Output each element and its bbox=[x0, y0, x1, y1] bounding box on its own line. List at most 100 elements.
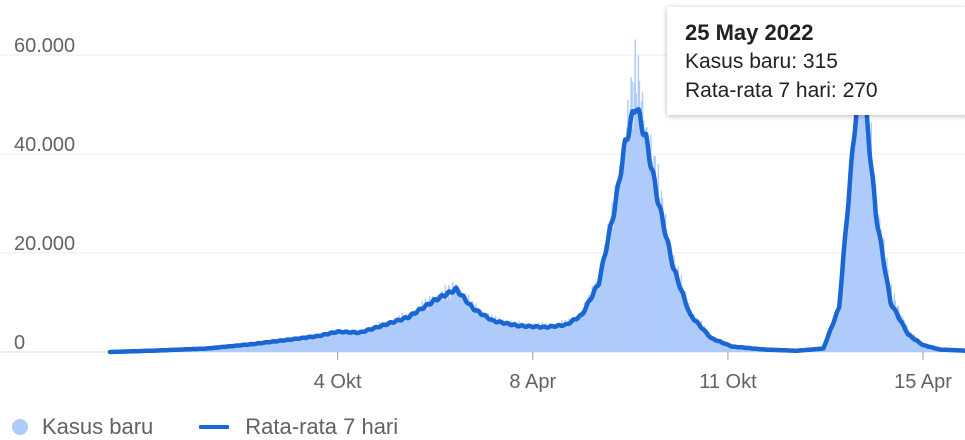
daily-case-bar bbox=[668, 238, 670, 352]
x-tick-label: 15 Apr bbox=[894, 371, 952, 393]
daily-case-bar bbox=[525, 323, 527, 352]
y-tick-label: 0 bbox=[14, 332, 25, 354]
daily-case-bar bbox=[503, 322, 505, 352]
daily-case-bar bbox=[358, 329, 361, 352]
daily-case-bar bbox=[840, 281, 842, 352]
daily-case-bar bbox=[828, 332, 831, 352]
daily-case-bar bbox=[390, 321, 392, 352]
daily-case-bar bbox=[279, 341, 282, 352]
daily-case-bar bbox=[609, 246, 611, 352]
daily-case-bar bbox=[228, 345, 230, 352]
daily-case-bar bbox=[906, 325, 908, 352]
daily-case-bar bbox=[915, 340, 918, 352]
daily-case-bar bbox=[403, 321, 406, 352]
daily-case-bar bbox=[566, 327, 568, 352]
daily-case-bar bbox=[625, 148, 627, 352]
daily-case-bar bbox=[290, 340, 292, 352]
daily-case-bar bbox=[462, 298, 464, 352]
daily-case-bar bbox=[697, 319, 699, 352]
daily-case-bar bbox=[496, 323, 498, 352]
daily-case-bar bbox=[456, 285, 458, 352]
daily-case-bar bbox=[442, 300, 444, 352]
daily-case-bar bbox=[467, 294, 470, 352]
daily-case-bar bbox=[602, 268, 604, 352]
daily-case-bar bbox=[435, 298, 437, 352]
daily-case-bar bbox=[487, 313, 490, 352]
daily-case-bar bbox=[367, 328, 369, 352]
daily-case-bar bbox=[324, 333, 326, 352]
daily-case-bar bbox=[593, 294, 596, 352]
daily-case-bar bbox=[306, 337, 308, 352]
daily-case-bar bbox=[488, 319, 491, 352]
daily-case-bar bbox=[716, 338, 718, 352]
daily-case-bar bbox=[294, 339, 297, 352]
daily-case-bar bbox=[631, 81, 633, 352]
daily-case-bar bbox=[543, 329, 545, 352]
daily-case-bar bbox=[432, 295, 434, 352]
daily-case-bar bbox=[498, 317, 500, 352]
daily-case-bar bbox=[522, 323, 524, 352]
daily-case-bar bbox=[903, 320, 905, 352]
daily-case-bar bbox=[591, 285, 593, 352]
daily-case-bar bbox=[596, 284, 599, 352]
daily-case-bar bbox=[406, 319, 409, 352]
daily-case-bar bbox=[647, 134, 649, 352]
daily-case-bar bbox=[869, 148, 871, 352]
daily-case-bar bbox=[526, 325, 528, 352]
daily-case-bar bbox=[258, 341, 261, 352]
daily-case-bar bbox=[546, 327, 548, 352]
daily-case-bar bbox=[340, 332, 343, 352]
daily-case-bar bbox=[651, 161, 653, 352]
daily-case-bar bbox=[242, 343, 244, 352]
daily-case-bar bbox=[927, 345, 929, 352]
daily-case-bar bbox=[224, 346, 226, 352]
daily-case-bar bbox=[845, 244, 847, 352]
daily-case-bar bbox=[407, 316, 410, 352]
daily-case-bar bbox=[478, 309, 480, 352]
daily-case-bar bbox=[550, 326, 553, 352]
daily-case-bar bbox=[908, 334, 910, 352]
daily-case-bar bbox=[299, 338, 302, 352]
daily-case-bar bbox=[484, 314, 486, 352]
daily-case-bar bbox=[884, 260, 886, 352]
daily-case-bar bbox=[715, 338, 717, 352]
daily-case-bar bbox=[283, 341, 285, 352]
daily-case-bar bbox=[237, 344, 240, 352]
daily-case-bar bbox=[670, 245, 672, 352]
daily-case-bar bbox=[433, 297, 435, 352]
daily-case-bar bbox=[411, 315, 413, 352]
daily-case-bar bbox=[468, 302, 471, 352]
daily-case-bar bbox=[492, 324, 495, 352]
legend-item-new-cases[interactable]: Kasus baru bbox=[12, 414, 153, 440]
legend-item-seven-day-average[interactable]: Rata-rata 7 hari bbox=[199, 414, 398, 440]
daily-case-bar bbox=[608, 231, 610, 352]
daily-case-bar bbox=[532, 326, 535, 352]
daily-case-bar bbox=[398, 315, 400, 352]
daily-case-bar bbox=[508, 324, 511, 352]
daily-case-bar bbox=[393, 321, 395, 352]
daily-case-bar bbox=[630, 76, 632, 352]
daily-cases-bars bbox=[111, 39, 965, 353]
daily-case-bar bbox=[562, 325, 564, 352]
daily-case-bar bbox=[248, 343, 250, 352]
daily-case-bar bbox=[649, 153, 651, 352]
daily-case-bar bbox=[856, 95, 859, 353]
daily-case-bar bbox=[575, 316, 578, 352]
daily-case-bar bbox=[707, 331, 710, 352]
tooltip-date: 25 May 2022 bbox=[685, 20, 814, 45]
daily-case-bar bbox=[536, 324, 539, 352]
daily-case-bar bbox=[833, 318, 836, 352]
daily-case-bar bbox=[635, 92, 637, 352]
daily-case-bar bbox=[830, 326, 833, 352]
daily-case-bar bbox=[839, 303, 841, 352]
daily-case-bar bbox=[534, 325, 537, 352]
daily-case-bar bbox=[690, 314, 692, 352]
daily-case-bar bbox=[616, 205, 619, 352]
daily-case-bar bbox=[827, 334, 829, 352]
seven-day-average-line bbox=[107, 70, 965, 355]
daily-case-bar bbox=[425, 302, 428, 352]
daily-case-bar bbox=[446, 299, 449, 352]
daily-case-bar bbox=[918, 342, 921, 352]
daily-case-bar bbox=[318, 335, 321, 352]
daily-case-bar bbox=[826, 339, 828, 352]
